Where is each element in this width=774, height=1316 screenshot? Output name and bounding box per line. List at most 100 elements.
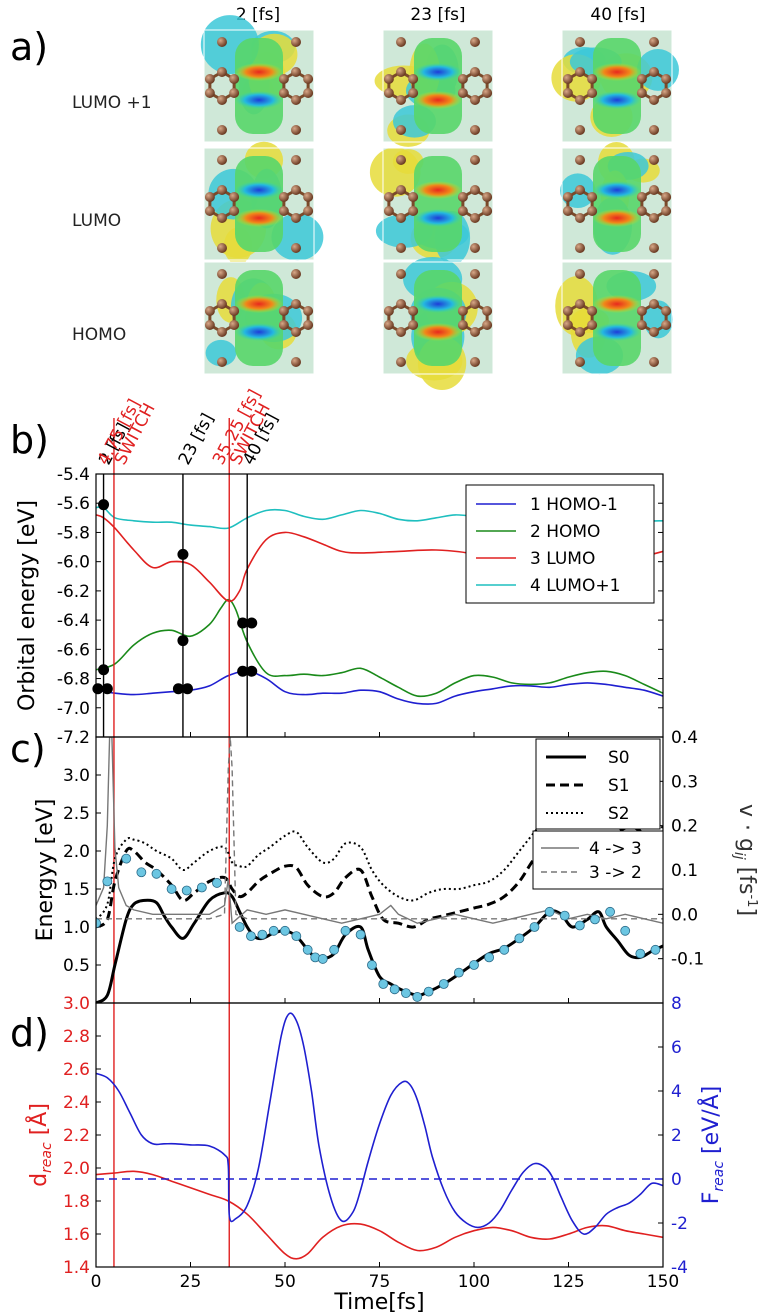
trajectory-marker: [96, 918, 101, 929]
carbon-atom: [562, 88, 573, 98]
carbon-atom: [661, 88, 672, 98]
carbon-atom: [204, 74, 215, 84]
trajectory-marker: [574, 920, 585, 931]
y-tick-label: 2.2: [63, 1126, 90, 1146]
carbon-atom: [408, 74, 419, 84]
orbital-image: [551, 29, 679, 143]
carbon-atom: [278, 206, 289, 216]
carbon-atom: [408, 192, 419, 202]
orbital-row-label: LUMO: [72, 211, 121, 231]
carbon-atom: [383, 88, 394, 98]
carbon-atom: [383, 192, 394, 202]
orbital-image: [382, 256, 494, 391]
carbon-atom: [217, 213, 227, 223]
label-part: -1: [744, 894, 759, 907]
carbon-atom: [217, 125, 227, 135]
carbon-atom: [408, 206, 419, 216]
trajectory-marker: [499, 944, 510, 955]
isosurface-band: [235, 156, 283, 252]
image-border: [382, 261, 494, 375]
y-tick-label: -6.2: [57, 582, 90, 602]
trajectory-marker: [605, 906, 615, 917]
carbon-atom: [649, 95, 659, 105]
carbon-atom: [649, 37, 659, 47]
time-column-header: 23 [fs]: [410, 5, 465, 25]
snapshot-marker: [177, 548, 189, 560]
label-part: F: [699, 1192, 724, 1205]
carbon-atom: [291, 327, 301, 337]
y2-tick-label: 0.4: [671, 728, 698, 748]
trajectory-marker: [136, 867, 147, 878]
time-column-header: 40 [fs]: [590, 5, 645, 25]
y2-axis-label: v · gij [fs-1]: [731, 804, 759, 916]
carbon-atom: [470, 37, 480, 47]
carbon-atom: [587, 206, 598, 216]
carbon-atom: [278, 74, 289, 84]
trajectory-marker: [650, 944, 661, 955]
y-tick-label: -6.6: [57, 640, 90, 660]
y2-tick-label: 0.1: [671, 861, 698, 881]
carbon-atom: [396, 299, 406, 309]
y-tick-label: -5.4: [57, 465, 90, 485]
trajectory-marker: [559, 910, 570, 921]
carbon-atom: [396, 243, 406, 253]
carbon-atom: [470, 213, 480, 223]
snapshot-marker: [246, 665, 258, 677]
carbon-atom: [649, 155, 659, 165]
carbon-atom: [482, 206, 493, 216]
plot-frame: [95, 1002, 664, 1268]
carbon-atom: [457, 192, 468, 202]
orbital-image: [374, 29, 494, 147]
orbital-image: [369, 147, 494, 265]
carbon-atom: [636, 320, 647, 330]
orbital-image-grid: 2 [fs] 23 [fs] 40 [fs] LUMO +1 LUMO HOMO: [72, 5, 679, 391]
carbon-atom: [383, 74, 394, 84]
y-tick-label: -7.0: [57, 699, 90, 719]
x-tick-label: 50: [274, 1272, 296, 1292]
carbon-atom: [470, 357, 480, 367]
trajectory-marker: [181, 885, 192, 896]
trajectory-marker: [302, 944, 313, 955]
carbon-atom: [204, 320, 215, 330]
carbon-atom: [396, 185, 406, 195]
y2-tick-label: 8: [671, 994, 682, 1014]
carbon-atom: [291, 37, 301, 47]
isosurface-core: [593, 63, 641, 81]
y2-tick-label: 0: [671, 1170, 682, 1190]
carbon-atom: [575, 327, 585, 337]
label-part: reac: [711, 1161, 727, 1192]
snapshot-marker: [172, 683, 184, 695]
carbon-atom: [396, 213, 406, 223]
carbon-atom: [383, 320, 394, 330]
carbon-atom: [649, 243, 659, 253]
carbon-atom: [575, 213, 585, 223]
carbon-atom: [575, 269, 585, 279]
legend-entry: S1: [608, 776, 630, 796]
carbon-atom: [661, 206, 672, 216]
carbon-atom: [470, 125, 480, 135]
carbon-atom: [649, 213, 659, 223]
legend-entry: 3 -> 2: [589, 863, 642, 883]
carbon-atom: [291, 125, 301, 135]
isosurface-core: [235, 209, 283, 227]
carbon-atom: [575, 37, 585, 47]
carbon-atom: [291, 67, 301, 77]
y-tick-label: 1.4: [63, 1258, 90, 1278]
carbon-atom: [649, 185, 659, 195]
isosurface-band: [235, 38, 283, 134]
snapshot-marker: [101, 683, 113, 695]
isosurface-core: [235, 323, 283, 341]
orbital-image: [200, 15, 315, 143]
legend-entry: 2 HOMO: [530, 522, 600, 542]
carbon-atom: [482, 74, 493, 84]
trajectory-marker: [412, 992, 423, 1002]
x-tick-label: 100: [458, 1272, 490, 1292]
trajectory-marker: [389, 984, 400, 995]
series-group: [96, 1012, 663, 1260]
legend-entry: S2: [608, 804, 630, 824]
snapshot-marker: [177, 635, 189, 647]
carbon-atom: [204, 88, 215, 98]
carbon-atom: [278, 88, 289, 98]
y2-axis-label: Freac [eV/Å]: [697, 1086, 727, 1205]
carbon-atom: [470, 299, 480, 309]
